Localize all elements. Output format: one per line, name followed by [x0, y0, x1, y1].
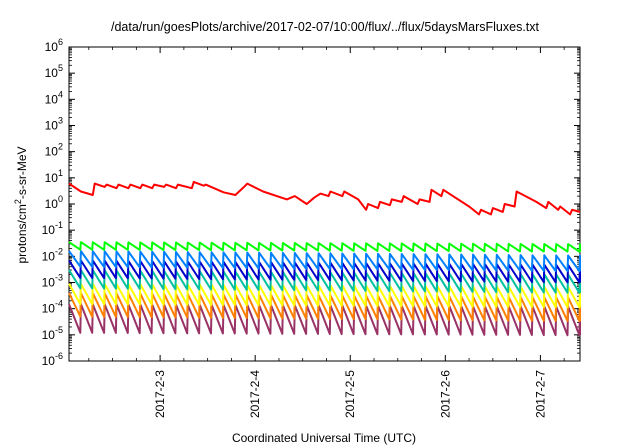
series-line	[68, 282, 581, 309]
series-layer	[68, 180, 581, 337]
y-tick-label: 100	[45, 194, 63, 211]
y-tick-label: 10-5	[42, 325, 63, 342]
x-axis-label: Coordinated Universal Time (UTC)	[232, 431, 416, 445]
y-axis-label: protons/cm2-s-sr-MeV	[13, 146, 29, 263]
series-line	[68, 250, 581, 273]
x-tick-label: 2017-2-3	[153, 370, 167, 418]
series-line	[68, 241, 581, 253]
plot-frame	[68, 46, 581, 362]
y-tick-label: 105	[45, 63, 63, 80]
y-tick-label: 101	[45, 168, 63, 185]
y-tick-label: 10-4	[42, 299, 63, 316]
y-tick-label: 10-3	[42, 273, 63, 290]
series-line	[68, 180, 581, 216]
series-line	[68, 292, 581, 322]
x-tick-label: 2017-2-6	[438, 370, 452, 418]
chart-title: /data/run/goesPlots/archive/2017-02-07/1…	[111, 20, 540, 34]
x-axis-ticks: 2017-2-3 2017-2-4 2017-2-5 2017-2-6 2017-2-7	[88, 47, 565, 418]
y-tick-label: 104	[45, 89, 63, 106]
series-line	[68, 259, 581, 284]
x-tick-label: 2017-2-4	[248, 370, 262, 418]
x-tick-label: 2017-2-5	[343, 370, 357, 418]
y-tick-label: 106	[45, 37, 63, 54]
series-line	[68, 269, 581, 294]
y-tick-label: 10-1	[42, 220, 63, 237]
y-tick-label: 103	[45, 116, 63, 133]
y-tick-label: 10-2	[42, 246, 63, 263]
x-tick-label: 2017-2-7	[533, 370, 547, 418]
y-tick-label: 10-6	[42, 351, 63, 368]
y-axis-ticks: 10-6 10-5 10-4 10-3 10-2 10-1 100 101 102 103 104 1…	[42, 37, 580, 368]
y-tick-label: 102	[45, 142, 63, 159]
